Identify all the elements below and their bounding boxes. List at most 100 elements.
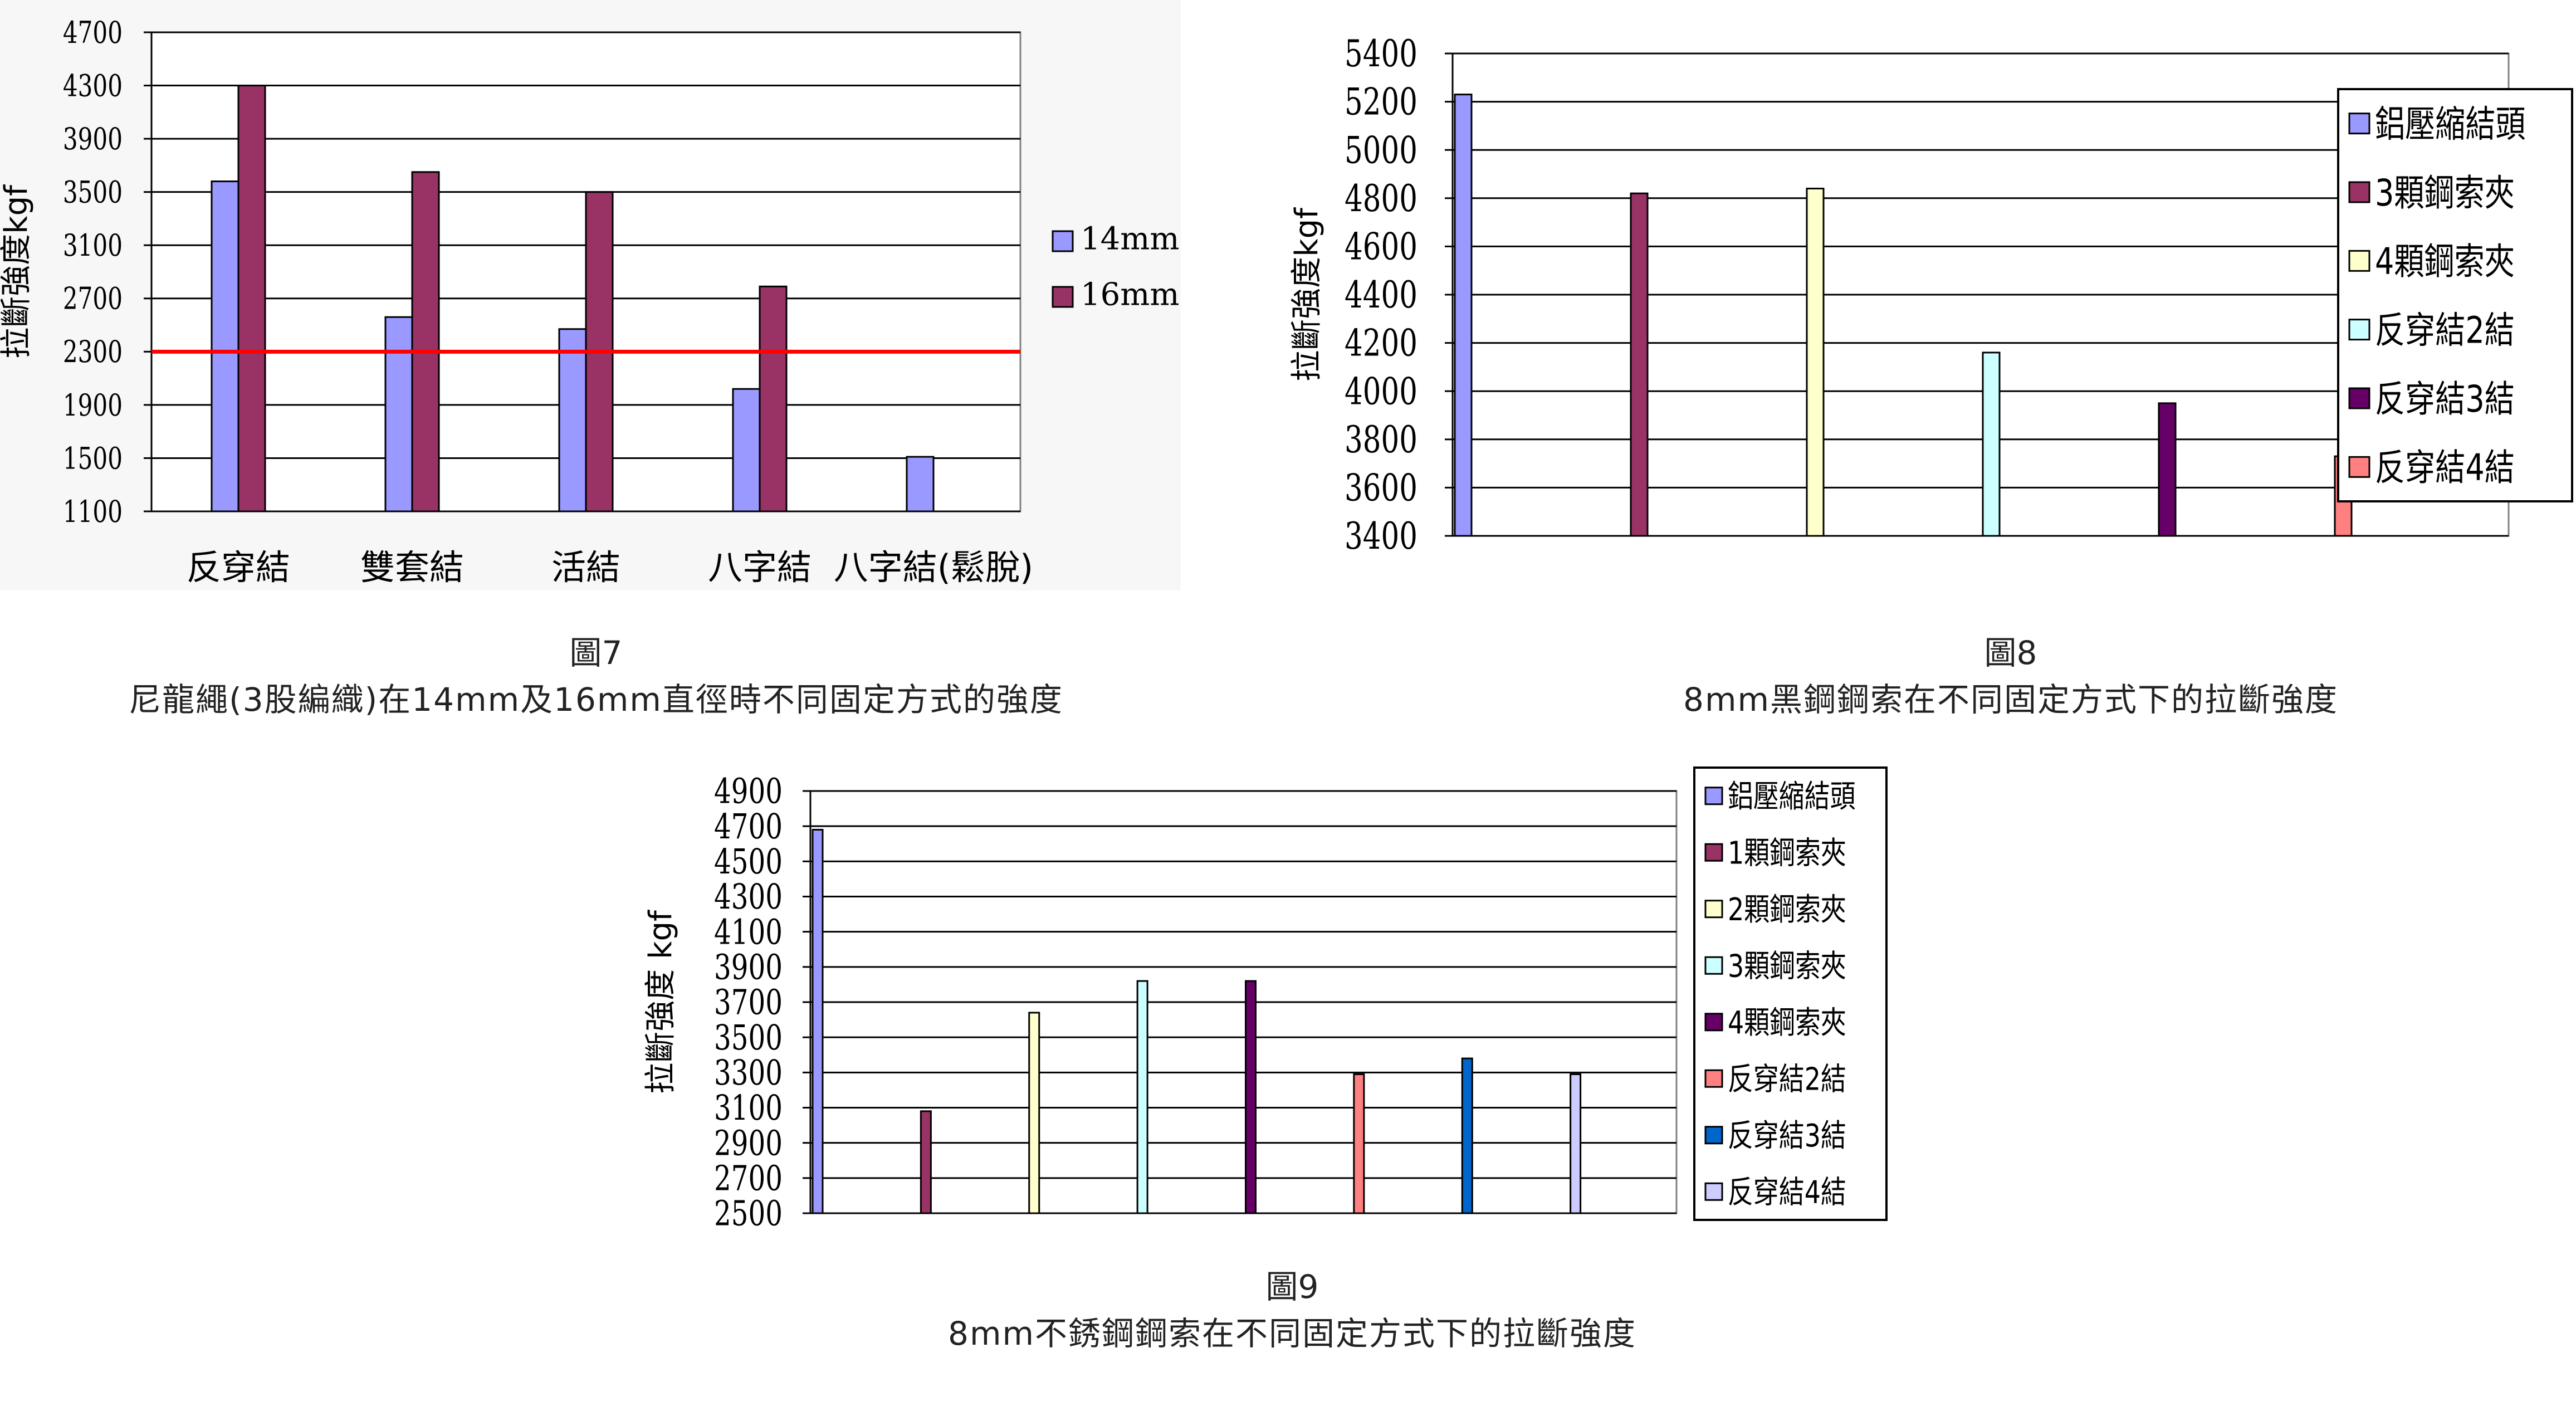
fig8-y-tick-label: 4400 xyxy=(1345,274,1417,316)
fig7-y-tick-label: 1900 xyxy=(63,388,123,423)
fig9-caption: 圖9 8mm不銹鋼鋼索在不同固定方式下的拉斷強度 xyxy=(735,1263,1849,1357)
fig8-bar-0 xyxy=(1454,94,1473,537)
fig7-title: 尼龍繩(3股編織)在14mm及16mm直徑時不同固定方式的強度 xyxy=(129,681,1063,719)
fig7-x-tick-label: 八字結 xyxy=(708,547,812,588)
fig9-y-tick-label: 2500 xyxy=(714,1194,783,1234)
fig8-legend-swatch xyxy=(2348,456,2370,478)
fig9-bar-6 xyxy=(1461,1057,1473,1214)
fig7-y-tick-label: 4700 xyxy=(63,16,123,50)
fig8-y-tick-label: 3800 xyxy=(1345,418,1417,461)
fig9-y-tick-label: 2700 xyxy=(714,1159,783,1199)
fig9-bar-0 xyxy=(812,828,824,1214)
fig8-bar-1 xyxy=(1630,192,1649,537)
fig9-legend-box xyxy=(1693,766,1888,1221)
fig9-legend-label: 2顆鋼索夾 xyxy=(1728,892,1846,929)
fig9-legend-label: 反穿結3結 xyxy=(1728,1118,1846,1155)
fig7-number: 圖7 xyxy=(569,634,623,672)
fig9-chart: 2500270029003100330035003700390041004300… xyxy=(643,746,1916,1248)
fig7-legend-label: 14mm xyxy=(1081,221,1179,257)
fig8-legend-label: 反穿結4結 xyxy=(2375,447,2515,490)
fig9-y-tick-label: 4100 xyxy=(714,912,783,952)
fig9-legend-swatch xyxy=(1704,1182,1723,1201)
fig9-legend-label: 鋁壓縮結頭 xyxy=(1728,779,1856,816)
fig9-bar-3 xyxy=(1136,980,1148,1214)
fig7-x-tick-label: 八字結(鬆脫) xyxy=(834,547,1033,588)
fig8-y-tick-label: 4200 xyxy=(1345,321,1417,364)
fig7-bar-0-3 xyxy=(732,388,761,512)
fig9-y-tick-label: 3700 xyxy=(714,983,783,1023)
fig9-bar-2 xyxy=(1028,1012,1040,1214)
fig7-y-tick-label: 1500 xyxy=(63,441,123,476)
fig7-y-tick-label: 3900 xyxy=(63,122,123,157)
fig8-legend-box xyxy=(2337,88,2573,502)
fig9-legend-swatch xyxy=(1704,843,1723,862)
fig8-bar-2 xyxy=(1806,187,1825,537)
fig7-legend-swatch xyxy=(1052,230,1074,252)
fig8-legend-label: 反穿結2結 xyxy=(2375,309,2515,352)
fig7-bar-1-3 xyxy=(759,285,788,512)
fig8-legend-swatch xyxy=(2348,181,2370,203)
fig7-y-tick-label: 3100 xyxy=(63,228,123,263)
fig7-y-tick-label: 2700 xyxy=(63,282,123,316)
fig7-y-tick-label: 4300 xyxy=(63,69,123,103)
fig7-legend-swatch xyxy=(1052,286,1074,308)
fig9-y-tick-label: 3500 xyxy=(714,1018,783,1058)
fig7-bar-0-4 xyxy=(906,456,935,512)
fig9-y-tick-label: 4900 xyxy=(714,772,783,812)
fig9-legend-label: 反穿結4結 xyxy=(1728,1174,1846,1211)
fig8-y-tick-label: 4800 xyxy=(1345,177,1417,220)
fig9-legend-label: 3顆鋼索夾 xyxy=(1728,948,1846,985)
fig7-x-tick-label: 活結 xyxy=(551,547,620,588)
fig9-y-axis-label: 拉斷強度 kgf xyxy=(643,910,679,1094)
fig7-bar-0-1 xyxy=(384,316,413,512)
fig9-bar-4 xyxy=(1245,980,1257,1214)
fig9-bar-1 xyxy=(920,1110,932,1214)
fig8-legend-swatch xyxy=(2348,387,2370,409)
fig9-legend-label: 1顆鋼索夾 xyxy=(1728,835,1846,872)
fig9-y-tick-label: 3100 xyxy=(714,1088,783,1128)
fig9-legend-label: 4顆鋼索夾 xyxy=(1728,1005,1846,1042)
fig7-y-axis-label: 拉斷強度kgf xyxy=(0,184,35,359)
fig9-legend-swatch xyxy=(1704,900,1723,919)
fig7-y-tick-label: 3500 xyxy=(63,175,123,210)
fig7-bar-1-1 xyxy=(411,171,440,512)
fig9-legend-swatch xyxy=(1704,787,1723,805)
fig8-y-tick-label: 5000 xyxy=(1345,129,1417,172)
fig7-y-tick-label: 1100 xyxy=(63,495,123,529)
fig9-y-tick-label: 4700 xyxy=(714,807,783,847)
fig8-y-axis-label: 拉斷強度kgf xyxy=(1289,207,1325,382)
fig7-bar-0-0 xyxy=(211,180,239,512)
fig9-y-tick-label: 4500 xyxy=(714,842,783,882)
fig9-bar-7 xyxy=(1570,1073,1582,1214)
fig8-y-tick-label: 3400 xyxy=(1345,515,1417,558)
fig7-x-tick-label: 雙套結 xyxy=(360,547,464,588)
fig7-chart: 1100 1500 1900 2300 2700 3100 3500 3900 4300 4700… xyxy=(0,0,1181,590)
fig7-legend-label: 16mm xyxy=(1081,276,1179,313)
fig9-legend-label: 反穿結2結 xyxy=(1728,1061,1846,1098)
fig8-y-tick-label: 5200 xyxy=(1345,80,1417,123)
fig8-legend-label: 3顆鋼索夾 xyxy=(2375,172,2515,215)
fig9-legend-swatch xyxy=(1704,1126,1723,1145)
fig8-y-tick-label: 5400 xyxy=(1345,32,1417,75)
fig9-bar-5 xyxy=(1353,1073,1365,1214)
fig7-y-tick-label: 2300 xyxy=(63,335,123,369)
fig8-bar-3 xyxy=(1982,351,2001,537)
fig9-legend-swatch xyxy=(1704,956,1723,975)
fig7-x-tick-label: 反穿結 xyxy=(187,547,290,588)
fig9-legend-swatch xyxy=(1704,1013,1723,1032)
fig7-bar-1-0 xyxy=(237,85,266,512)
fig8-legend-label: 4顆鋼索夾 xyxy=(2375,241,2515,284)
fig9-y-tick-label: 4300 xyxy=(714,877,783,917)
fig8-number: 圖8 xyxy=(1984,634,2037,672)
fig8-caption: 圖8 8mm黑鋼鋼索在不同固定方式下的拉斷強度 xyxy=(1459,629,2562,723)
fig8-title: 8mm黑鋼鋼索在不同固定方式下的拉斷強度 xyxy=(1683,681,2338,719)
fig8-legend-label: 反穿結3結 xyxy=(2375,378,2515,421)
fig8-y-tick-label: 4600 xyxy=(1345,225,1417,268)
fig9-y-tick-label: 3300 xyxy=(714,1053,783,1093)
fig8-y-tick-label: 3600 xyxy=(1345,466,1417,509)
fig9-title: 8mm不銹鋼鋼索在不同固定方式下的拉斷強度 xyxy=(948,1315,1636,1352)
fig8-legend-swatch xyxy=(2348,319,2370,341)
fig8-legend-swatch xyxy=(2348,250,2370,272)
fig8-chart: 3400 3600 3800 4000 4200 4400 4600 4800 5000 5200… xyxy=(1281,0,2576,590)
